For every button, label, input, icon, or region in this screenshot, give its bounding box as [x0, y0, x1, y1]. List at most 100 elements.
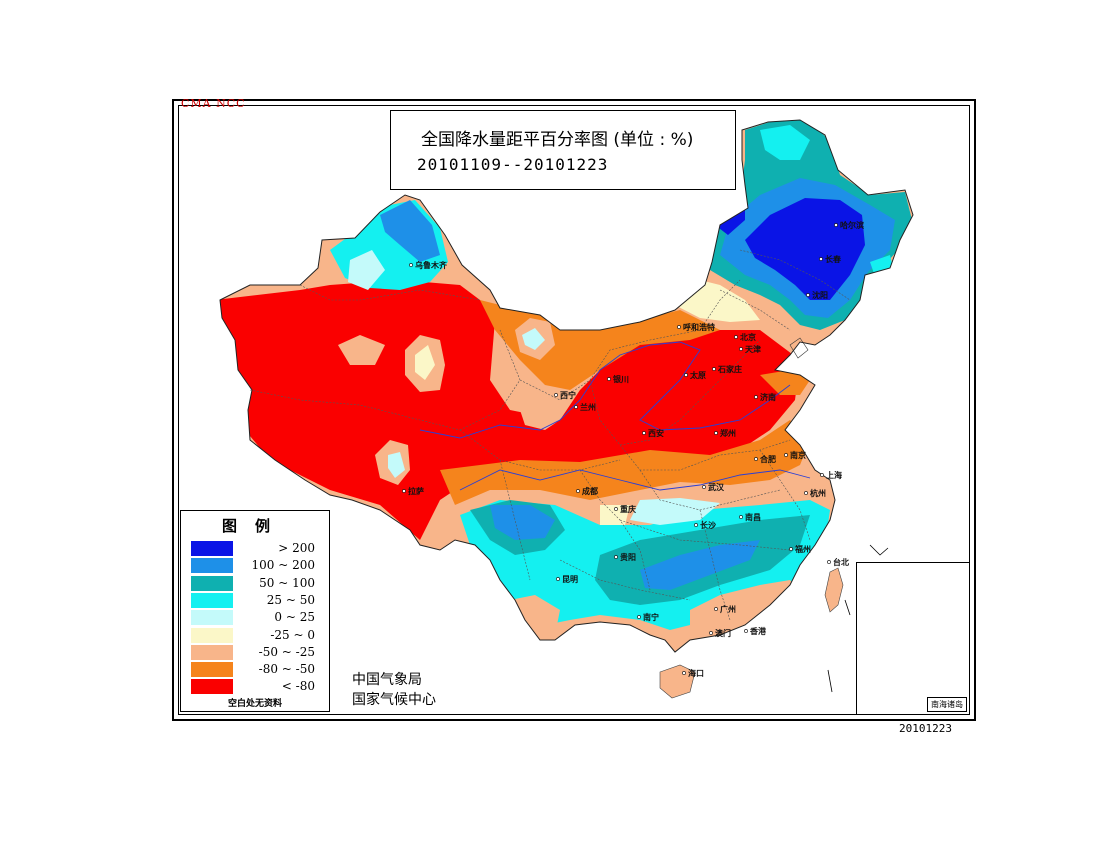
- city-label: 重庆: [620, 504, 636, 514]
- legend-swatch: [191, 627, 233, 643]
- city-marker: [677, 325, 681, 329]
- legend: 图例 > 200 100 ~ 200 50 ~ 100 25 ~ 50 0 ~ 25 -2…: [180, 510, 330, 712]
- city-marker: [739, 347, 743, 351]
- city-label: 南昌: [745, 512, 761, 522]
- legend-label: -25 ~ 0: [270, 627, 315, 642]
- city-marker: [806, 293, 810, 297]
- city-label: 西安: [648, 428, 664, 438]
- city-marker: [614, 507, 618, 511]
- city-marker: [554, 393, 558, 397]
- city-marker: [682, 671, 686, 675]
- city-label: 香港: [749, 626, 767, 636]
- legend-label: < -80: [281, 679, 315, 694]
- legend-item: 50 ~ 100: [191, 575, 321, 592]
- title-box: 全国降水量距平百分率图 (单位 : %) 20101109--20101223: [390, 110, 736, 190]
- city-marker: [739, 515, 743, 519]
- city-label: 乌鲁木齐: [415, 260, 448, 270]
- map-title: 全国降水量距平百分率图 (单位 : %): [421, 130, 694, 150]
- city-marker: [784, 453, 788, 457]
- city-marker: [684, 373, 688, 377]
- city-label: 海口: [688, 668, 704, 678]
- city-marker: [642, 431, 646, 435]
- legend-swatch: [191, 575, 233, 591]
- city-label: 长春: [825, 254, 841, 264]
- city-label: 杭州: [810, 488, 826, 498]
- footer-date: 20101223: [899, 722, 952, 735]
- legend-swatch: [191, 662, 233, 678]
- legend-item: 25 ~ 50: [191, 592, 321, 609]
- legend-item: > 200: [191, 541, 321, 557]
- city-label: 长沙: [700, 520, 716, 530]
- legend-swatch: [191, 592, 233, 608]
- city-label: 贵阳: [620, 552, 636, 562]
- city-label: 武汉: [708, 482, 725, 492]
- city-marker: [556, 577, 560, 581]
- south-china-sea-inset: 南海诸岛: [856, 562, 970, 715]
- city-marker: [754, 395, 758, 399]
- cma-ncc-tag: CMA NCC: [181, 97, 246, 110]
- city-marker: [712, 367, 716, 371]
- city-label: 福州: [794, 544, 811, 554]
- city-marker: [820, 473, 824, 477]
- legend-item: < -80: [191, 679, 321, 695]
- city-label: 郑州: [720, 428, 736, 438]
- legend-label: > 200: [278, 541, 315, 555]
- city-marker: [744, 629, 748, 633]
- city-marker: [789, 547, 793, 551]
- city-label: 太原: [689, 370, 706, 380]
- city-marker: [607, 377, 611, 381]
- city-label: 拉萨: [408, 486, 424, 496]
- city-marker: [576, 489, 580, 493]
- legend-swatch: [191, 541, 233, 556]
- city-marker: [819, 257, 823, 261]
- legend-label: -50 ~ -25: [258, 644, 315, 659]
- city-label: 沈阳: [812, 290, 828, 300]
- inset-label: 南海诸岛: [927, 697, 967, 712]
- org-line-ncc: 国家气候中心: [352, 692, 436, 708]
- legend-label: 50 ~ 100: [259, 575, 315, 590]
- legend-note: 空白处无资料: [227, 699, 282, 709]
- city-label: 济南: [760, 392, 776, 402]
- legend-item: -25 ~ 0: [191, 627, 321, 644]
- city-label: 广州: [720, 604, 736, 614]
- city-marker: [827, 560, 831, 564]
- city-marker: [714, 431, 718, 435]
- legend-label: 100 ~ 200: [251, 558, 316, 573]
- organization: 中国气象局 国家气候中心: [352, 670, 436, 710]
- city-label: 南京: [790, 450, 806, 460]
- city-label: 兰州: [580, 402, 596, 412]
- legend-swatch: [191, 644, 233, 660]
- legend-swatch: [191, 679, 233, 695]
- city-label: 银川: [612, 374, 629, 384]
- city-label: 石家庄: [717, 364, 742, 374]
- city-label: 哈尔滨: [840, 220, 864, 230]
- city-label: 昆明: [562, 574, 578, 584]
- city-marker: [734, 335, 738, 339]
- city-label: 呼和浩特: [683, 322, 715, 332]
- city-marker: [574, 405, 578, 409]
- city-label: 澳门: [715, 628, 731, 638]
- city-marker: [614, 555, 618, 559]
- org-line-cma: 中国气象局: [352, 672, 422, 688]
- legend-item: -50 ~ -25: [191, 644, 321, 661]
- city-marker: [714, 607, 718, 611]
- city-label: 西宁: [560, 390, 576, 400]
- city-marker: [402, 489, 406, 493]
- inner-frame: [178, 105, 970, 715]
- city-label: 合肥: [759, 454, 776, 464]
- city-label: 上海: [826, 470, 842, 480]
- city-marker: [804, 491, 808, 495]
- city-marker: [834, 223, 838, 227]
- legend-label: 0 ~ 25: [274, 610, 315, 625]
- legend-swatch: [191, 558, 233, 574]
- city-label: 成都: [582, 486, 598, 496]
- city-marker: [754, 457, 758, 461]
- city-marker: [409, 263, 413, 267]
- city-marker: [709, 631, 713, 635]
- legend-item: 100 ~ 200: [191, 558, 321, 574]
- city-label: 台北: [833, 557, 849, 567]
- city-marker: [694, 523, 698, 527]
- city-marker: [702, 485, 706, 489]
